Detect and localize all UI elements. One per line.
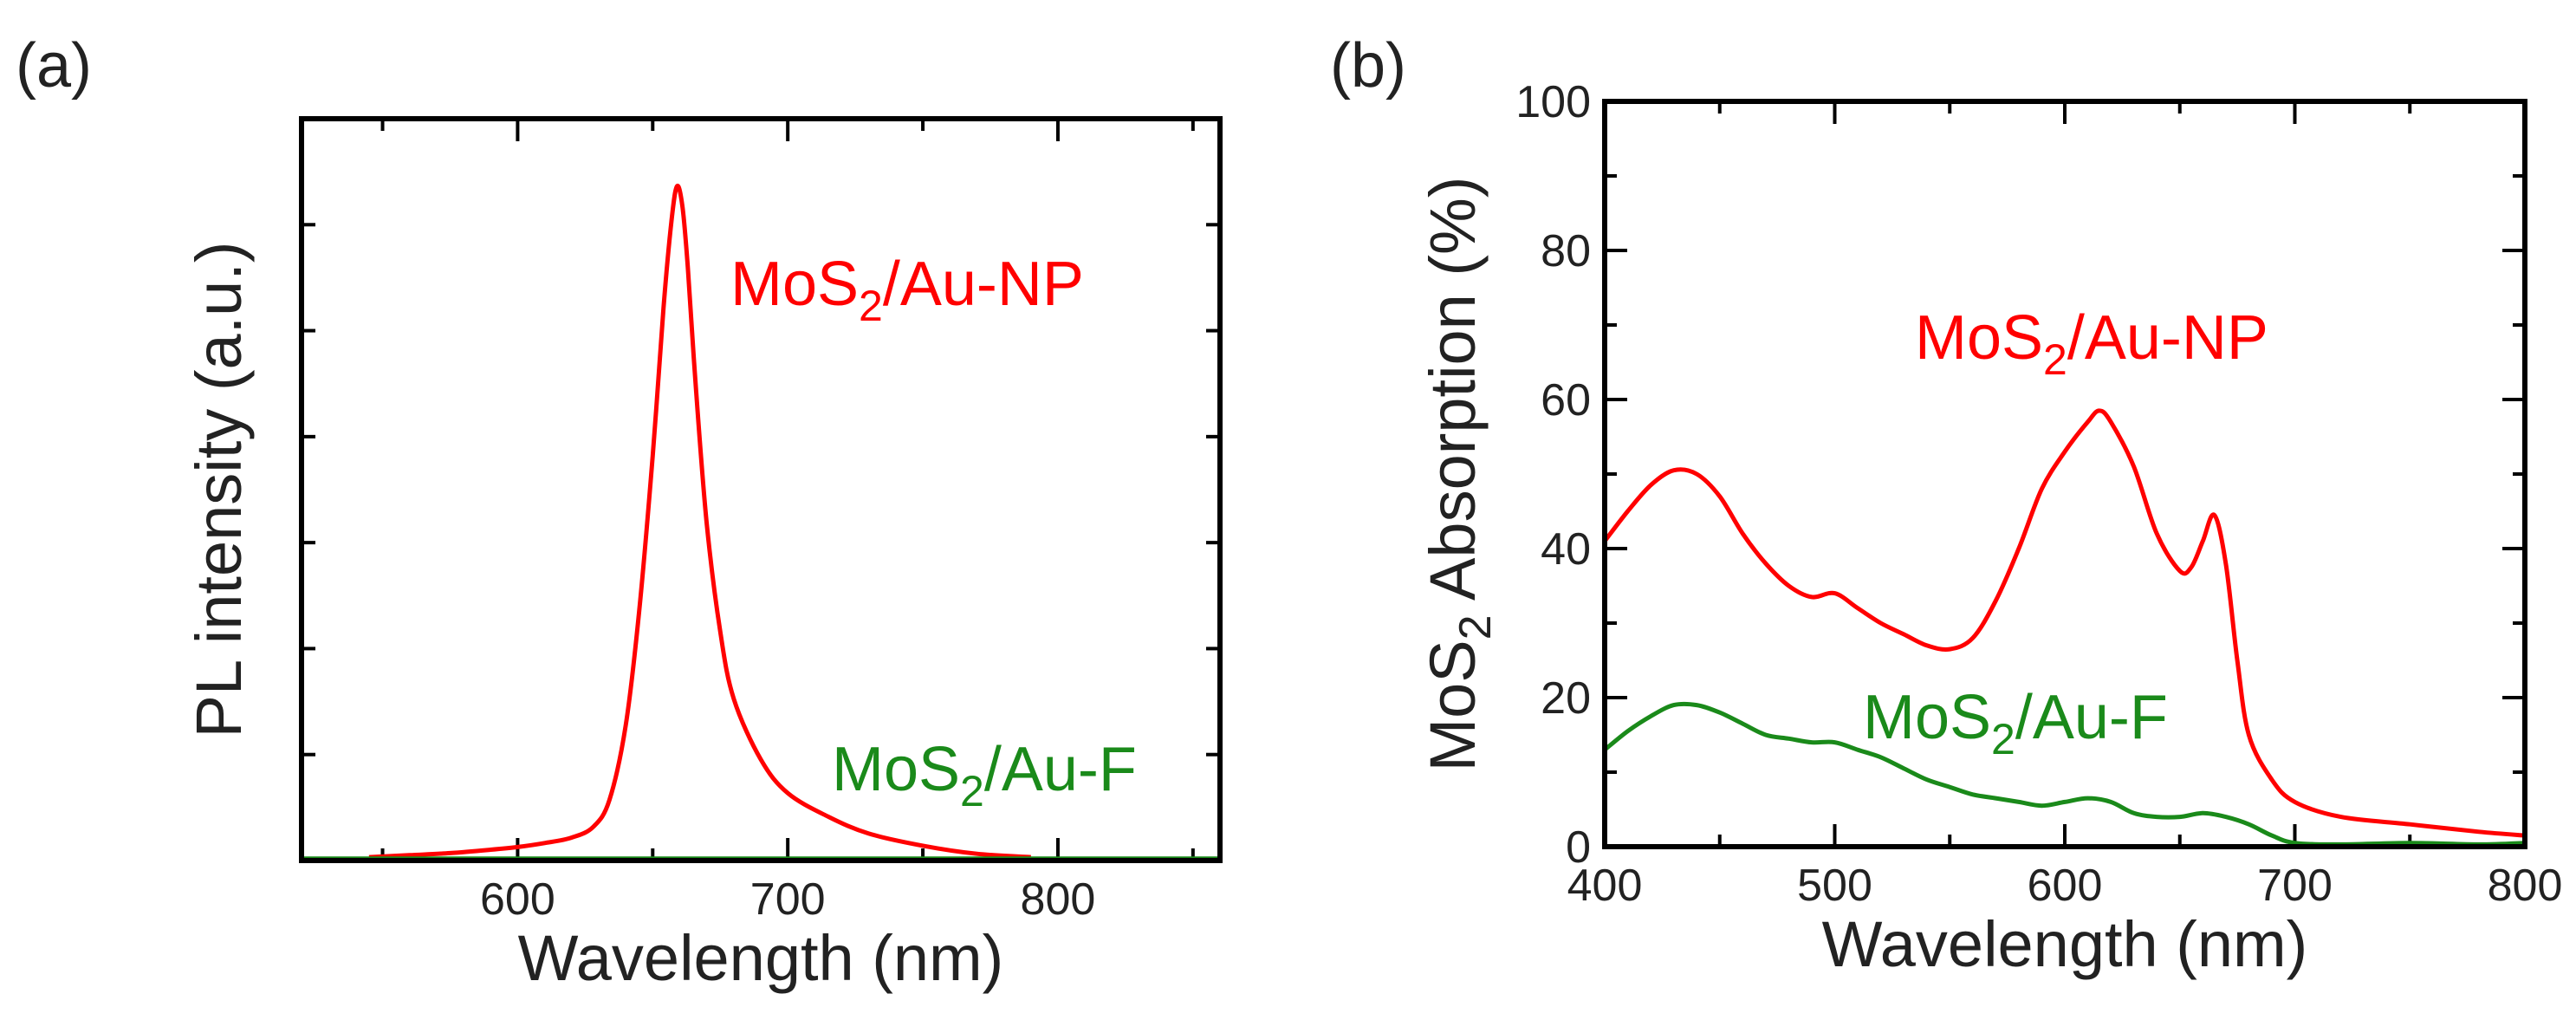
panel-b-np-label-sub: 2 [2043,335,2067,384]
panel-a-f-label-main: MoS [832,735,960,804]
y-tick-label: 100 [1515,77,1591,127]
panel-a-np-label-rest: /Au-NP [883,250,1084,319]
panel-b-series [1603,408,2526,847]
panel-a-series-label-au-f: MoS2/Au-F [832,735,1137,815]
y-tick-label: 40 [1541,524,1591,575]
series-line-mos2-au-np [368,183,1031,860]
panel-b-f-label-main: MoS [1863,683,1991,752]
panel-a-series-label-au-np: MoS2/Au-NP [730,250,1084,330]
panel-b-label: (b) [1330,31,1406,101]
x-tick-label: 400 [1567,861,1643,911]
panel-b-x-axis-title: Wavelength (nm) [1822,908,2308,980]
series-line-mos2-au-f [1603,701,2526,847]
y-tick-label: 0 [1566,822,1591,873]
x-tick-label: 700 [750,874,826,925]
y-tick-label: 60 [1541,375,1591,426]
panel-b-ylabel-rest: Absorption (%) [1417,177,1489,615]
panel-b-f-label-rest: /Au-F [2015,683,2168,752]
y-tick-label: 20 [1541,673,1591,724]
panel-b-frame [1602,99,2527,849]
panel-b-y-axis-title: MoS2 Absorption (%) [1417,177,1501,772]
panel-b-tick-labels: 400 500 600 700 800 0 20 40 60 80 100 [1515,77,2562,911]
x-tick-label: 800 [1021,874,1096,925]
panel-b-series-label-au-f: MoS2/Au-F [1863,683,2168,763]
panel-a-frame [299,116,1223,863]
series-line-mos2-au-np [1603,408,2526,838]
panel-b-ylabel-sub: 2 [1450,614,1501,640]
y-tick-label: 80 [1541,226,1591,276]
panel-a-y-axis-title: PL intensity (a.u.) [183,241,255,737]
panel-a-tick-labels: 600 700 800 [480,874,1095,925]
panel-a-np-label-sub: 2 [859,282,883,330]
panel-b-np-label-rest: /Au-NP [2067,303,2268,373]
panel-b-np-label-main: MoS [1915,303,2043,373]
x-tick-label: 600 [2028,861,2103,911]
panel-b-series-label-au-np: MoS2/Au-NP [1915,303,2268,384]
panel-a-f-label-rest: /Au-F [984,735,1137,804]
panel-b-f-label-sub: 2 [1991,715,2015,763]
x-tick-label: 600 [480,874,555,925]
panel-a-f-label-sub: 2 [960,767,984,815]
panel-a-label: (a) [16,31,92,101]
panel-a-x-axis-title: Wavelength (nm) [518,922,1004,994]
panel-b-ylabel-main: MoS [1417,640,1489,771]
panel-a: (a) 600 700 800 Wavelength (nm) PL intensi… [16,31,1223,994]
panel-a-np-label-main: MoS [730,250,859,319]
x-tick-label: 700 [2257,861,2333,911]
x-tick-label: 800 [2488,861,2563,911]
panel-b: (b) 400 500 600 700 800 0 20 40 60 80 100 Waveleng… [1330,31,2562,980]
x-tick-label: 500 [1797,861,1872,911]
